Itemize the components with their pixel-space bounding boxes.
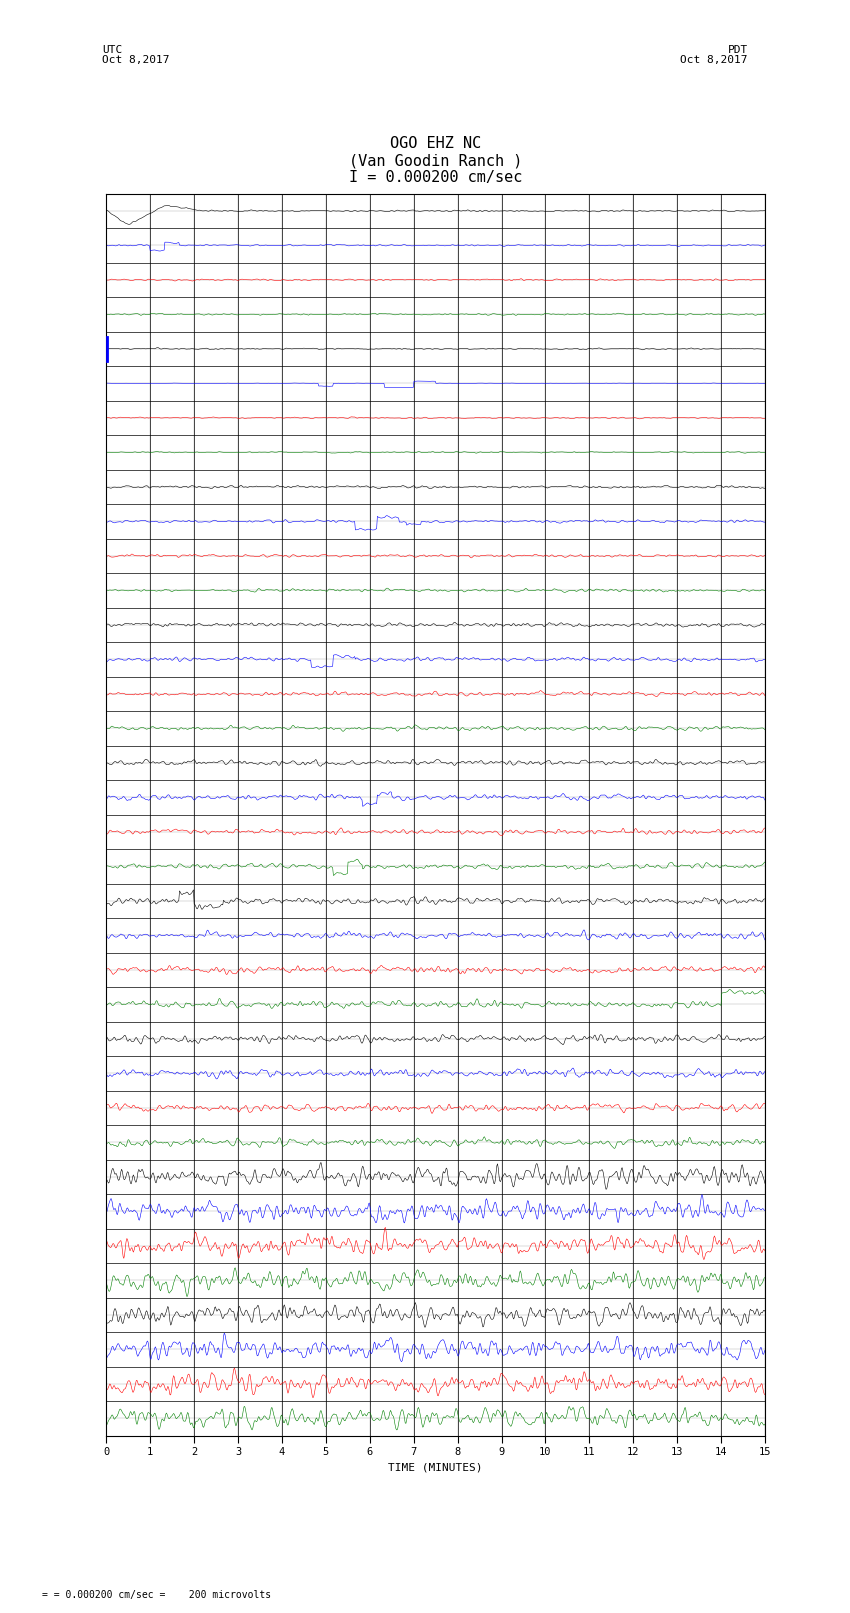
Text: UTC: UTC (102, 45, 122, 55)
Text: PDT: PDT (728, 45, 748, 55)
Text: = = 0.000200 cm/sec =    200 microvolts: = = 0.000200 cm/sec = 200 microvolts (42, 1590, 272, 1600)
X-axis label: TIME (MINUTES): TIME (MINUTES) (388, 1463, 483, 1473)
Text: Oct 8,2017: Oct 8,2017 (681, 55, 748, 65)
Text: Oct 8,2017: Oct 8,2017 (102, 55, 169, 65)
Title: OGO EHZ NC
(Van Goodin Ranch )
I = 0.000200 cm/sec: OGO EHZ NC (Van Goodin Ranch ) I = 0.000… (349, 135, 522, 185)
